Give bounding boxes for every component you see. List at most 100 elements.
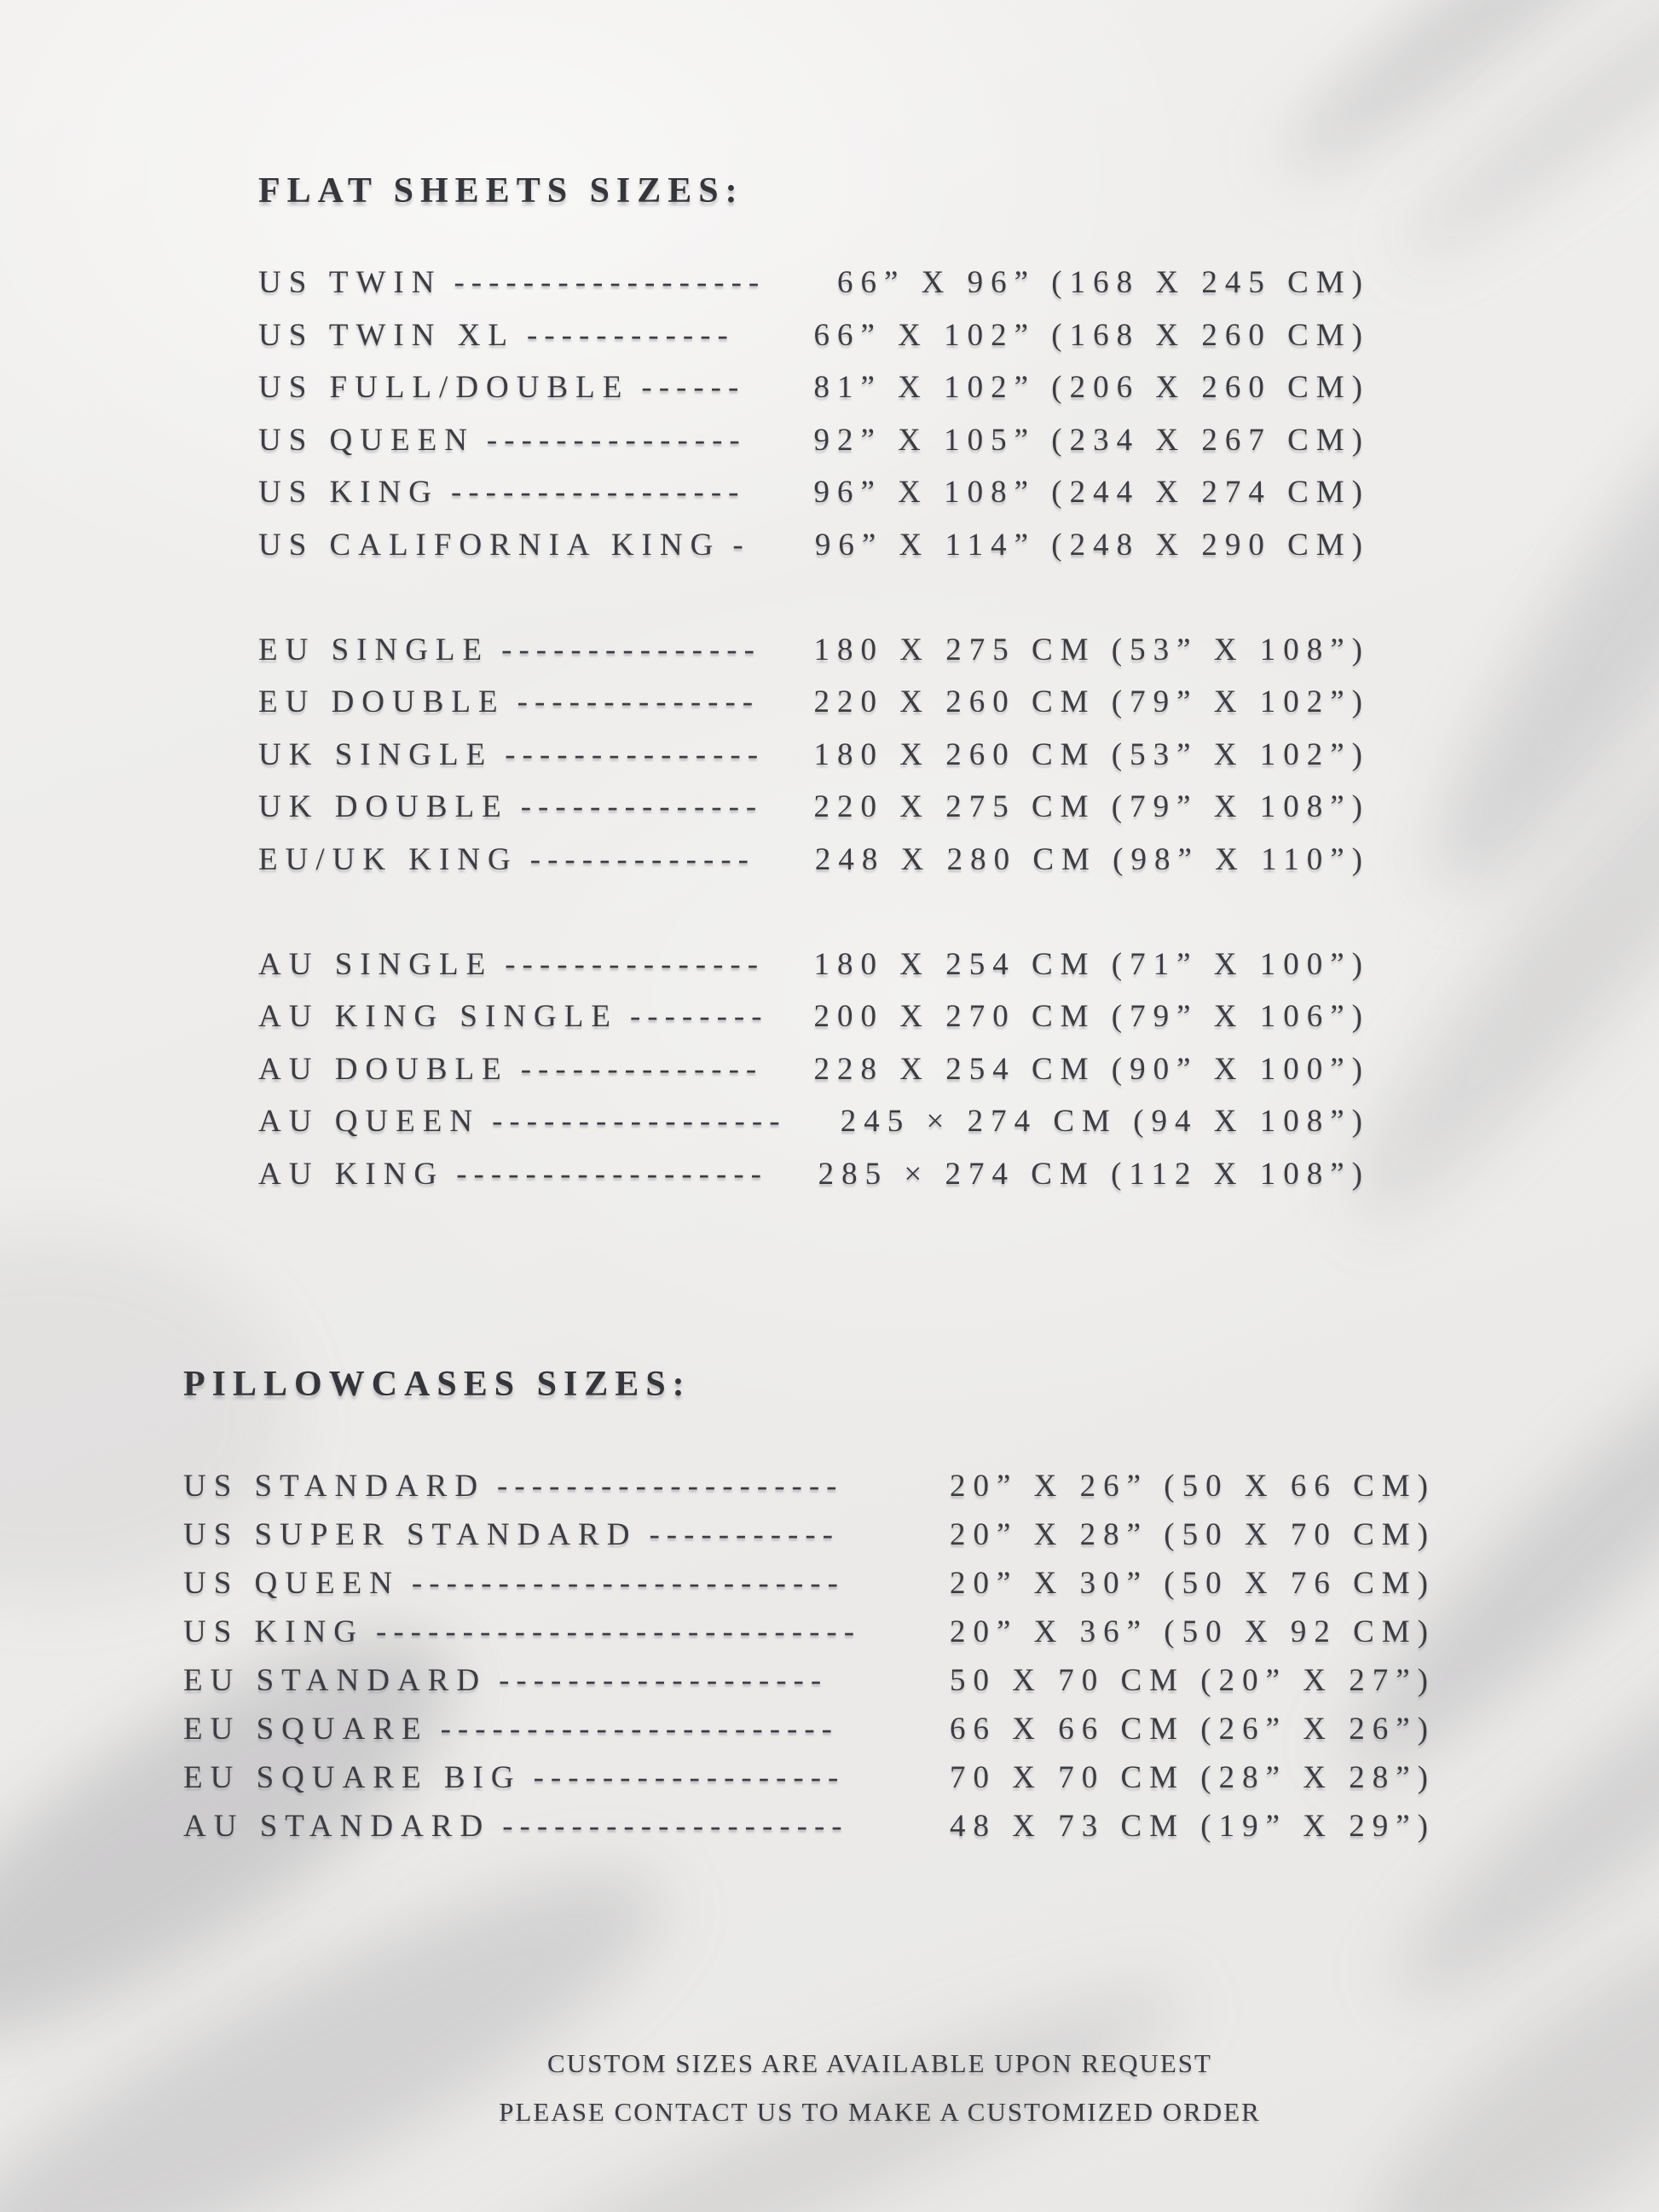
leaf-shadow [1382, 0, 1659, 284]
size-label: EU STANDARD [183, 1663, 488, 1698]
size-row-us-king-pillow: US KING ---------------------------- 20”… [183, 1614, 1428, 1662]
size-value: 285 × 274 CM (112 X 108”) [818, 1156, 1370, 1192]
size-value: 66 X 66 CM (26” X 26”) [949, 1712, 1436, 1747]
size-value: 66” X 102” (168 X 260 CM) [813, 317, 1370, 353]
size-value: 180 X 254 CM (71” X 100”) [813, 946, 1370, 982]
footer-line-contact-us: PLEASE CONTACT US TO MAKE A CUSTOMIZED O… [499, 2097, 1261, 2127]
size-row-eu-uk-king: EU/UK KING ------------- 248 X 280 CM (9… [258, 841, 1362, 894]
size-label: AU KING [258, 1156, 445, 1192]
size-label: US STANDARD [183, 1469, 486, 1504]
size-label: UK SINGLE [258, 736, 494, 772]
size-value: 96” X 108” (244 X 274 CM) [813, 475, 1370, 510]
size-value: 20” X 26” (50 X 66 CM) [949, 1469, 1436, 1504]
size-value: 200 X 270 CM (79” X 106”) [813, 999, 1370, 1034]
size-value: 20” X 28” (50 X 70 CM) [949, 1517, 1436, 1552]
size-value: 20” X 30” (50 X 76 CM) [949, 1566, 1436, 1601]
size-label: US QUEEN [258, 422, 475, 458]
size-value: 220 X 260 CM (79” X 102”) [813, 684, 1370, 719]
size-row-au-single: AU SINGLE --------------- 180 X 254 CM (… [258, 946, 1362, 999]
size-value: 180 X 260 CM (53” X 102”) [813, 736, 1370, 772]
size-label: EU SINGLE [258, 632, 490, 667]
size-row-au-king-single: AU KING SINGLE -------- 200 X 270 CM (79… [258, 998, 1362, 1051]
size-row-eu-single: EU SINGLE --------------- 180 X 275 CM (… [258, 632, 1362, 684]
size-label: AU DOUBLE [258, 1051, 509, 1087]
size-label: AU SINGLE [258, 946, 494, 982]
size-value: 92” X 105” (234 X 267 CM) [813, 422, 1370, 458]
size-label: US KING [183, 1614, 365, 1649]
size-value: 50 X 70 CM (20” X 27”) [949, 1663, 1436, 1698]
size-row-us-full-double: US FULL/DOUBLE ------ 81” X 102” (206 X … [258, 369, 1362, 422]
dash-leader: ---------------------------- [376, 1614, 862, 1649]
size-row-au-queen: AU QUEEN ----------------- 245 × 274 CM … [258, 1103, 1362, 1156]
footer-note: CUSTOM SIZES ARE AVAILABLE UPON REQUEST … [0, 2039, 1659, 2136]
dash-leader: --------------- [486, 422, 747, 458]
leaf-shadow [1259, 0, 1659, 202]
size-label: US KING [258, 475, 440, 510]
size-value: 180 X 275 CM (53” X 108”) [813, 632, 1370, 667]
flat-sheets-list: US TWIN ------------------ 66” X 96” (16… [258, 264, 1362, 1208]
size-label: EU/UK KING [258, 841, 518, 877]
dash-leader: ------------------ [456, 1156, 768, 1192]
size-value: 48 X 73 CM (19” X 29”) [949, 1809, 1436, 1844]
size-label: US TWIN XL [258, 317, 516, 353]
size-label: AU KING SINGLE [258, 999, 618, 1034]
size-label: UK DOUBLE [258, 789, 509, 824]
dash-leader: -------------- [517, 684, 760, 719]
size-value: 66” X 96” (168 X 245 CM) [836, 265, 1370, 300]
size-row-us-twin-xl: US TWIN XL ------------ 66” X 102” (168 … [258, 317, 1362, 370]
size-label: US QUEEN [183, 1566, 400, 1601]
dash-leader: - [732, 527, 750, 563]
dash-leader: ------ [641, 370, 746, 405]
size-label: AU STANDARD [183, 1809, 491, 1844]
size-label: EU DOUBLE [258, 684, 506, 719]
dash-leader: ------------- [529, 841, 755, 877]
size-row-us-california-king: US CALIFORNIA KING - 96” X 114” (248 X 2… [258, 527, 1362, 580]
size-value: 81” X 102” (206 X 260 CM) [813, 370, 1370, 405]
size-label: AU QUEEN [258, 1104, 481, 1139]
dash-leader: ------------------ [454, 265, 766, 300]
dash-leader: -------- [629, 999, 769, 1034]
size-value: 220 X 275 CM (79” X 108”) [813, 789, 1370, 824]
size-row-au-king: AU KING ------------------ 285 × 274 CM … [258, 1156, 1362, 1209]
dash-leader: ------------------------- [411, 1566, 845, 1601]
dash-leader: --------------- [501, 632, 761, 667]
size-row-au-double: AU DOUBLE -------------- 228 X 254 CM (9… [258, 1051, 1362, 1104]
size-row-us-queen: US QUEEN --------------- 92” X 105” (234… [258, 422, 1362, 475]
pillowcases-list: US STANDARD -------------------- 20” X 2… [183, 1468, 1428, 1857]
size-row-uk-single: UK SINGLE --------------- 180 X 260 CM (… [258, 736, 1362, 789]
pillowcases-heading: PILLOWCASES SIZES: [183, 1365, 691, 1404]
size-row-us-standard: US STANDARD -------------------- 20” X 2… [183, 1468, 1428, 1516]
dash-leader: ----------- [649, 1517, 840, 1552]
dash-leader: ------------------- [499, 1663, 829, 1698]
leaf-shadow [1385, 273, 1659, 929]
size-row-eu-double: EU DOUBLE -------------- 220 X 260 CM (7… [258, 684, 1362, 736]
dash-leader: -------------- [520, 1051, 764, 1087]
size-label: US SUPER STANDARD [183, 1517, 638, 1552]
size-row-uk-double: UK DOUBLE -------------- 220 X 275 CM (7… [258, 788, 1362, 841]
size-row-us-queen-pillow: US QUEEN ------------------------- 20” X… [183, 1565, 1428, 1614]
size-label: US TWIN [258, 265, 442, 300]
dash-leader: ------------------ [533, 1760, 846, 1795]
dash-leader: --------------- [505, 946, 766, 982]
dash-leader: -------------------- [502, 1809, 849, 1844]
dash-leader: ----------------- [451, 475, 746, 510]
dash-leader: --------------- [505, 736, 766, 772]
group-gap [258, 579, 1362, 632]
size-row-eu-square-big: EU SQUARE BIG ------------------ 70 X 70… [183, 1759, 1428, 1808]
size-label: EU SQUARE [183, 1712, 429, 1747]
dash-leader: -------------------- [497, 1469, 844, 1504]
size-row-au-standard: AU STANDARD -------------------- 48 X 73… [183, 1808, 1428, 1857]
flat-sheets-heading: FLAT SHEETS SIZES: [258, 171, 744, 211]
dash-leader: ----------------------- [440, 1712, 839, 1747]
dash-leader: ----------------- [492, 1104, 787, 1139]
leaf-shadow [0, 1806, 705, 2212]
size-label: US FULL/DOUBLE [258, 370, 630, 405]
size-label: US CALIFORNIA KING [258, 527, 721, 563]
size-row-eu-standard: EU STANDARD ------------------- 50 X 70 … [183, 1662, 1428, 1711]
size-value: 248 X 280 CM (98” X 110”) [814, 841, 1370, 877]
leaf-shadow [1318, 1862, 1659, 2212]
footer-line-custom-sizes: CUSTOM SIZES ARE AVAILABLE UPON REQUEST [547, 2048, 1212, 2078]
size-value: 20” X 36” (50 X 92 CM) [949, 1614, 1436, 1649]
size-label: EU SQUARE BIG [183, 1760, 522, 1795]
